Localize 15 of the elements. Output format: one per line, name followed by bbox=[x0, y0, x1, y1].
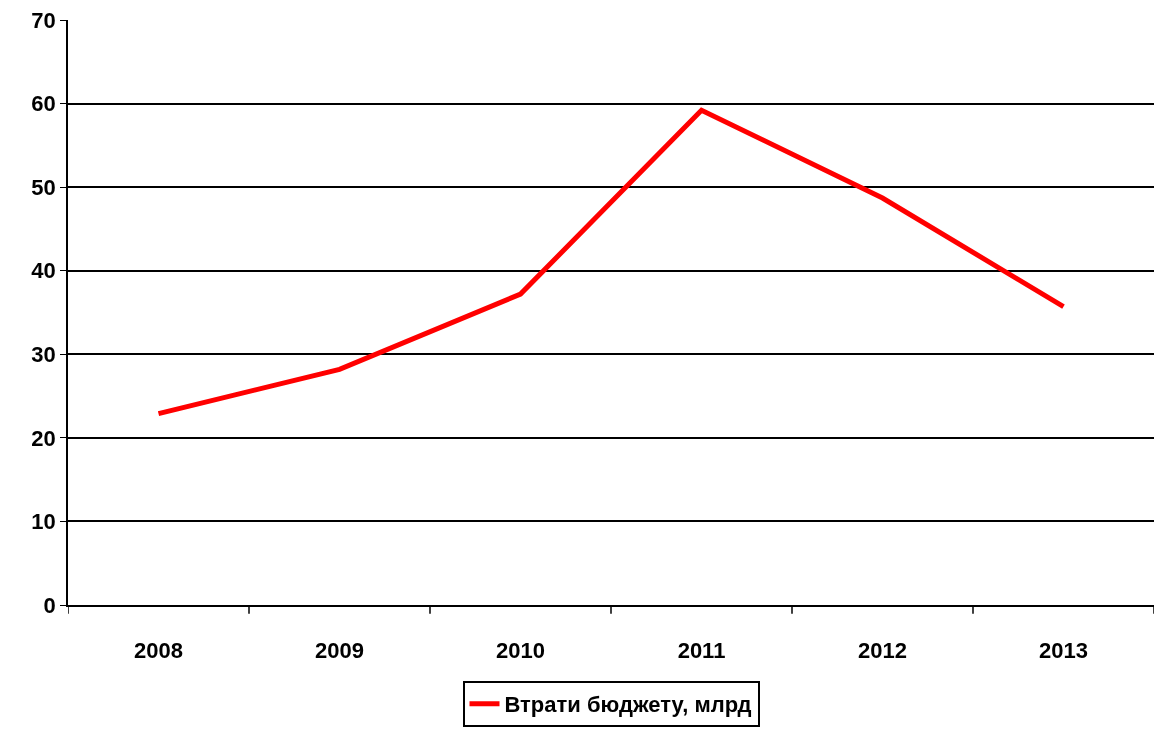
y-tick-label: 40 bbox=[31, 258, 56, 284]
y-tick-label: 50 bbox=[31, 174, 56, 200]
y-tick-label: 60 bbox=[31, 91, 56, 117]
x-tick-label: 2008 bbox=[134, 638, 183, 664]
x-tick-label: 2013 bbox=[1039, 638, 1088, 664]
y-tick-label: 30 bbox=[31, 341, 56, 367]
y-tick-label: 10 bbox=[31, 509, 56, 535]
y-tick-label: 20 bbox=[31, 425, 56, 451]
x-tick-label: 2009 bbox=[315, 638, 364, 664]
legend-label: Втрати бюджету, млрд bbox=[504, 692, 752, 718]
x-tick-label: 2011 bbox=[677, 638, 726, 664]
y-tick-label: 70 bbox=[31, 7, 56, 33]
x-tick-label: 2010 bbox=[496, 638, 545, 664]
x-tick-label: 2012 bbox=[858, 638, 907, 664]
y-tick-label: 0 bbox=[43, 592, 56, 618]
